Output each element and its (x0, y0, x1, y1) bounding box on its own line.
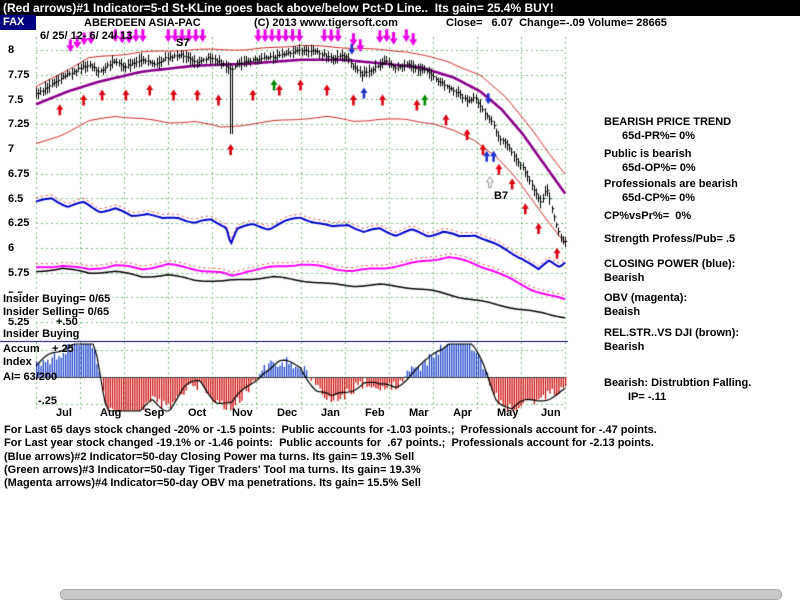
closing-power-header: CLOSING POWER (blue): (604, 258, 736, 270)
price-tick: 5.75 (8, 267, 30, 279)
accum-index-value: AI= 63/200 (3, 371, 58, 383)
copyright-text: (C) 2013 www.tigersoft.com (254, 17, 398, 29)
price-tick: 7.75 (8, 69, 30, 81)
month-label: Oct (188, 407, 207, 419)
price-tick: 6.75 (8, 168, 30, 180)
legend-green-arrows: (Green arrows)#3 Indicator=50-day Tiger … (4, 464, 421, 476)
month-label: May (497, 407, 519, 419)
accum-tick: -.25 (38, 395, 57, 407)
pr-percent: 65d-PR%= 0% (622, 130, 696, 142)
month-label: Jul (56, 407, 72, 419)
price-tick: 5.25 (8, 316, 30, 328)
month-label: Apr (453, 407, 472, 419)
signal-label-s7: S7 (176, 37, 190, 49)
legend-blue-arrows: (Blue arrows)#2 Indicator=50-day Closing… (4, 451, 415, 463)
month-label: Nov (232, 407, 253, 419)
ip-value: IP= -.11 (628, 391, 667, 403)
rel-str-header: REL.STR..VS DJI (brown): (604, 327, 740, 339)
professional-sentiment: Professionals are bearish (604, 178, 738, 190)
month-label: Mar (409, 407, 429, 419)
date-range: 6/ 25/ 12- 6/ 24/ 13 (40, 30, 133, 42)
obv-header: OBV (magenta): (604, 292, 688, 304)
quote-line: Close= 6.07 Change=-.09 Volume= 28665 (446, 17, 667, 29)
distribution-note: Bearish: Distrubtion Falling. (604, 377, 752, 389)
rel-str-state: Bearish (604, 341, 645, 353)
price-tick: 7.25 (8, 118, 30, 130)
closing-power-state: Bearish (604, 272, 645, 284)
month-label: Dec (277, 407, 298, 419)
footer-line-65d: For Last 65 days stock changed -20% or -… (4, 424, 657, 436)
index-label: Index (3, 356, 32, 368)
month-label: Jun (541, 407, 561, 419)
month-label: Jan (321, 407, 340, 419)
accum-label: Accum (3, 343, 40, 355)
footer-line-year: For Last year stock changed -19.1% or -1… (4, 437, 654, 449)
bottom-scrollbar[interactable] (60, 589, 782, 600)
accum-tick: +.50 (56, 316, 78, 328)
stock-name: ABERDEEN ASIA-PAC (84, 17, 201, 29)
month-label: Feb (365, 407, 385, 419)
signal-label-b7: B7 (494, 190, 509, 202)
public-sentiment: Public is bearish (604, 148, 692, 160)
trend-headline: BEARISH PRICE TREND (604, 116, 732, 128)
price-tick: 8 (8, 44, 15, 56)
ticker-symbol: FAX (0, 15, 36, 30)
cp-vs-pr: CP%vsPr%= 0% (604, 210, 692, 222)
price-tick: 7.5 (8, 94, 24, 106)
price-tick: 6 (8, 242, 15, 254)
insider-selling-label: Insider Selling= 0/65 (3, 306, 112, 318)
price-tick: 7 (8, 143, 15, 155)
price-tick: 6.25 (8, 217, 30, 229)
strength-ratio: Strength Profess/Pub= .5 (604, 233, 736, 245)
indicator-banner: (Red arrows)#1 Indicator=5-d St-KLine go… (0, 0, 800, 16)
accum-tick: +.25 (52, 343, 74, 355)
price-tick: 6.5 (8, 193, 24, 205)
legend-magenta-arrows: (Magenta arrows)#4 Indicator=50-day OBV … (4, 477, 421, 489)
month-label: Sep (144, 407, 165, 419)
op-percent: 65d-OP%= 0% (622, 162, 696, 174)
obv-state: Beaish (604, 306, 641, 318)
month-label: Aug (100, 407, 122, 419)
cp-percent: 65d-CP%= 0% (622, 192, 696, 204)
insider-buying-label: Insider Buying= 0/65 (3, 293, 113, 305)
insider-buying-label-2: Insider Buying (3, 328, 82, 340)
